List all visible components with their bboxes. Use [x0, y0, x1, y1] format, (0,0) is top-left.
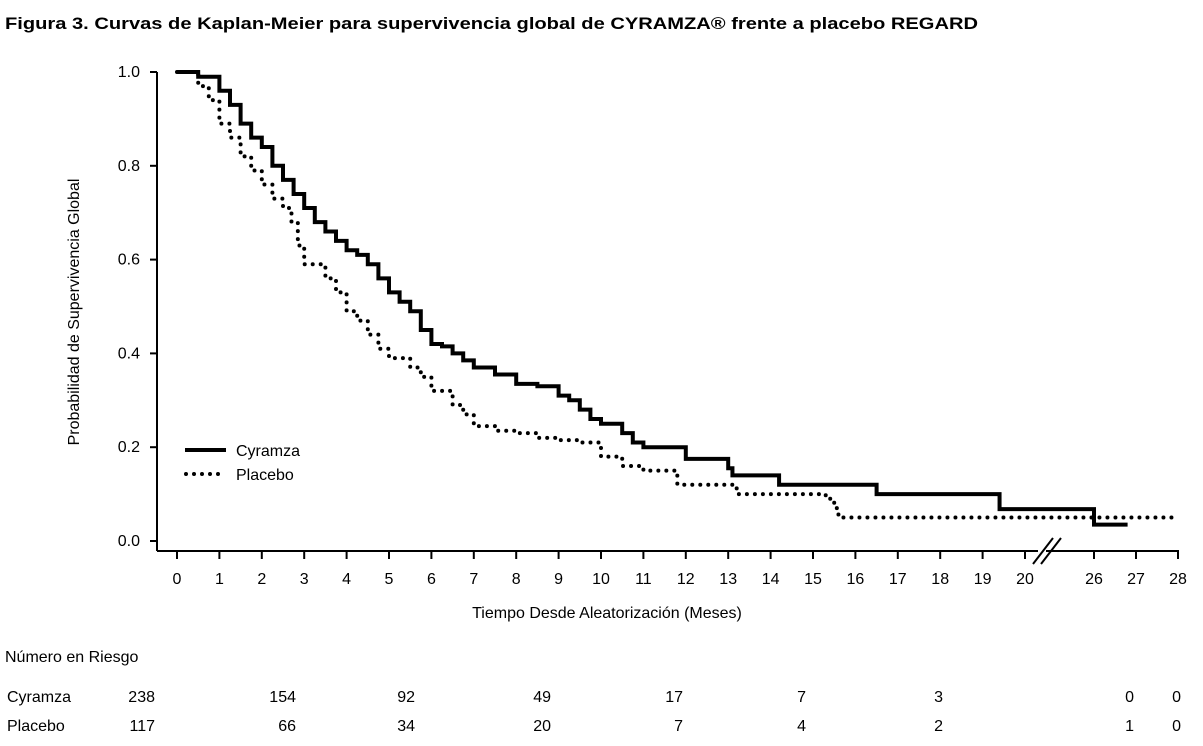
- risk-cell: 7: [674, 718, 683, 735]
- legend: Cyramza Placebo: [184, 443, 300, 484]
- x-tick-label: 1: [215, 571, 224, 588]
- y-axis-label: Probabilidad de Supervivencia Global: [66, 179, 83, 446]
- y-tick-label: 0.4: [118, 345, 140, 362]
- x-tick-label: 5: [385, 571, 394, 588]
- risk-cell: 66: [278, 718, 296, 735]
- y-tick-label: 1.0: [118, 64, 140, 81]
- x-tick-label: 18: [931, 571, 949, 588]
- y-tick-label: 0.0: [118, 533, 140, 550]
- x-tick-label: 19: [974, 571, 992, 588]
- x-tick-label: 14: [762, 571, 780, 588]
- x-tick-label: 0: [173, 571, 182, 588]
- legend-label-placebo: Placebo: [236, 467, 294, 484]
- risk-cell: 7: [797, 689, 806, 706]
- risk-cell: 2: [934, 718, 943, 735]
- x-tick-label: 4: [342, 571, 351, 588]
- y-tick-label: 0.8: [118, 158, 140, 175]
- chart-title: Figura 3. Curvas de Kaplan-Meier para su…: [5, 14, 978, 33]
- x-tick-label: 9: [554, 571, 563, 588]
- risk-cell: 92: [397, 689, 415, 706]
- risk-cell: 117: [129, 718, 155, 735]
- x-tick-label: 8: [512, 571, 521, 588]
- x-tick-label: 13: [719, 571, 737, 588]
- x-axis-label: Tiempo Desde Aleatorización (Meses): [472, 605, 742, 622]
- axis-break-mark: [1032, 537, 1054, 565]
- risk-cell: 0: [1125, 689, 1134, 706]
- risk-cell: 4: [797, 718, 806, 735]
- x-tick-label: 7: [469, 571, 478, 588]
- x-tick-label: 16: [847, 571, 865, 588]
- x-tick-label: 11: [635, 571, 652, 588]
- legend-label-cyramza: Cyramza: [236, 443, 300, 460]
- risk-cell: 34: [397, 718, 415, 735]
- x-tick-label: 27: [1127, 571, 1145, 588]
- x-tick-label: 26: [1085, 571, 1103, 588]
- x-tick-label: 10: [592, 571, 610, 588]
- curves: [175, 70, 1180, 527]
- x-tick-label: 20: [1016, 571, 1034, 588]
- risk-cell: 17: [665, 689, 683, 706]
- x-tick-label: 3: [300, 571, 309, 588]
- risk-cell: 20: [533, 718, 551, 735]
- risk-cell: 49: [533, 689, 551, 706]
- risk-cell: 3: [934, 689, 943, 706]
- x-tick-label: 12: [677, 571, 695, 588]
- risk-cell: 1: [1125, 718, 1134, 735]
- axis-break-mark: [1040, 537, 1062, 565]
- curve-cyramza: [177, 70, 1128, 527]
- x-tick-label: 6: [427, 571, 436, 588]
- risk-row-label: Placebo: [7, 718, 65, 735]
- x-tick-label: 28: [1169, 571, 1187, 588]
- x-tick-label: 17: [889, 571, 907, 588]
- risk-cell: 0: [1172, 718, 1181, 735]
- risk-cell: 238: [128, 689, 155, 706]
- x-tick-label: 2: [257, 571, 266, 588]
- risk-row-label: Cyramza: [7, 689, 71, 706]
- y-tick-label: 0.6: [118, 252, 140, 269]
- x-tick-label: 15: [804, 571, 822, 588]
- y-tick-label: 0.2: [118, 439, 140, 456]
- risk-cell: 154: [269, 689, 296, 706]
- risk-cell: 0: [1172, 689, 1181, 706]
- axes: 0.00.20.40.60.81.00 1 2 3 4 5 6 7 8 9 10 11 12 13 14 15…: [118, 64, 1187, 588]
- risk-table-header: Número en Riesgo: [5, 649, 139, 666]
- curve-placebo: [175, 70, 1180, 520]
